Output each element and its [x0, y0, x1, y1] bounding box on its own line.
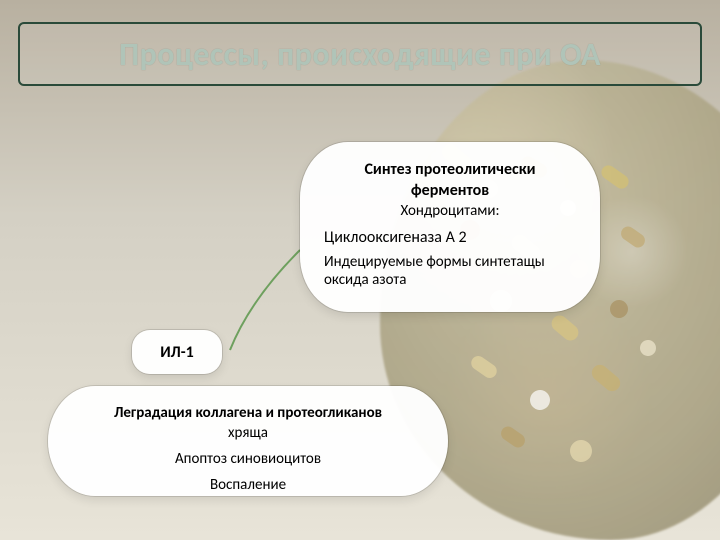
- bot-line1a: Леградация коллагена и протеогликанов: [72, 404, 424, 422]
- top-line1b: ферментов: [324, 181, 576, 200]
- top-bubble: Синтез протеолитически ферментов Хондроц…: [300, 142, 600, 312]
- pill-decoration: [618, 224, 647, 250]
- bot-line1b: хряща: [72, 424, 424, 442]
- top-line3: Циклооксигеназа А 2: [324, 228, 576, 247]
- pill-decoration: [469, 353, 500, 381]
- pill-decoration: [526, 386, 554, 414]
- pill-decoration: [606, 296, 631, 321]
- il-label: ИЛ-1: [160, 343, 194, 362]
- pill-decoration: [566, 436, 597, 467]
- title-container: Процессы, происходящие при ОА: [18, 22, 702, 86]
- top-line2: Хондроцитами:: [324, 202, 576, 220]
- pill-decoration: [498, 424, 527, 450]
- page-title: Процессы, происходящие при ОА: [119, 35, 601, 74]
- il-bubble: ИЛ-1: [132, 330, 222, 374]
- pill-decoration: [599, 163, 632, 192]
- pill-decoration: [589, 362, 624, 395]
- bottom-bubble: Леградация коллагена и протеогликанов хр…: [48, 386, 448, 496]
- pill-decoration: [637, 337, 660, 360]
- bot-line3: Воспаление: [72, 476, 424, 494]
- top-line4: Индецируемые формы синтетащы оксида азот…: [324, 253, 576, 289]
- bot-line2: Апоптоз синовиоцитов: [72, 450, 424, 468]
- pill-decoration: [548, 312, 581, 344]
- top-line1a: Синтез протеолитически: [324, 160, 576, 179]
